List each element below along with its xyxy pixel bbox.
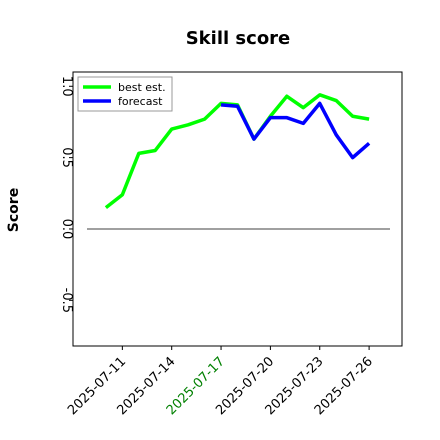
series-line xyxy=(220,101,371,160)
y-tick-label: 1.0 xyxy=(59,76,74,97)
y-axis-label: Score xyxy=(6,188,22,232)
series-line xyxy=(104,93,370,209)
legend-label: forecast xyxy=(118,95,163,108)
legend-box xyxy=(77,76,173,112)
y-tick-label: -0.5 xyxy=(59,288,74,313)
legend-label: best est. xyxy=(118,81,166,94)
y-tick-label: 0.5 xyxy=(59,147,74,168)
y-tick-label: 0.0 xyxy=(59,219,74,240)
chart-title: Skill score xyxy=(186,28,291,49)
plot-frame xyxy=(72,71,403,347)
